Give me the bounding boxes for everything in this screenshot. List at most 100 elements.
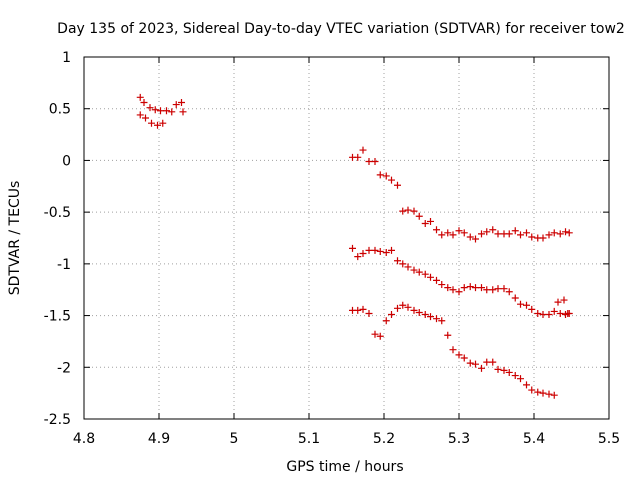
data-point (433, 276, 440, 284)
data-point (539, 234, 547, 242)
series-3 (349, 296, 572, 399)
data-point (478, 230, 485, 238)
data-point (466, 359, 474, 367)
data-point (388, 246, 395, 254)
data-point (359, 146, 367, 154)
data-point (159, 119, 167, 127)
x-axis-label: GPS time / hours (286, 459, 403, 475)
data-point (399, 301, 407, 309)
y-tick-label: -2.5 (44, 412, 71, 428)
data-point (444, 331, 452, 339)
data-point (382, 172, 390, 180)
data-point (376, 171, 384, 179)
data-point (438, 281, 446, 289)
data-point (172, 101, 180, 109)
data-point (427, 217, 434, 225)
data-point (421, 270, 429, 278)
data-point (455, 288, 463, 296)
series-1 (136, 93, 573, 243)
data-point (539, 311, 547, 319)
data-point (438, 317, 446, 325)
data-point (415, 212, 423, 220)
data-point (404, 303, 412, 311)
y-tick-label: 0 (62, 153, 71, 169)
data-point (365, 157, 373, 165)
data-point (483, 286, 491, 294)
data-point (489, 226, 497, 234)
data-point (394, 257, 401, 265)
data-point (427, 273, 434, 281)
data-point (523, 229, 530, 237)
data-point (354, 306, 362, 314)
data-point (517, 300, 524, 308)
data-point (136, 111, 144, 119)
x-tick-label: 4.8 (73, 431, 95, 447)
y-tick-label: 1 (62, 50, 71, 66)
data-point (545, 231, 553, 239)
data-point (179, 108, 187, 116)
data-point (433, 315, 440, 323)
data-point (371, 157, 379, 165)
data-point (146, 104, 154, 112)
data-point (142, 114, 149, 122)
data-point (489, 286, 497, 294)
data-point (554, 298, 562, 306)
data-point (556, 230, 564, 238)
data-point (455, 227, 463, 235)
data-point (494, 365, 502, 373)
x-tick-label: 5.3 (448, 431, 470, 447)
data-point (460, 229, 468, 237)
data-point (550, 229, 558, 237)
data-point (564, 310, 572, 318)
y-axis: 1 0.5 0 -0.5 -1 -1.5 -2 -2.5 (44, 50, 609, 428)
x-tick-label: 5.2 (373, 431, 395, 447)
data-point (500, 285, 508, 293)
data-point (178, 99, 185, 107)
data-point (478, 364, 485, 372)
data-point (517, 231, 524, 239)
data-point (349, 244, 356, 252)
data-point (556, 310, 564, 318)
data-point (466, 283, 474, 291)
data-point (365, 246, 373, 254)
data-point (505, 288, 513, 296)
data-point (550, 307, 558, 315)
x-axis: 4.8 4.9 5 5.1 5.2 5.3 5.4 5.5 (73, 57, 620, 447)
x-tick-label: 5.4 (523, 431, 545, 447)
data-points (136, 93, 573, 399)
chart-title: Day 135 of 2023, Sidereal Day-to-day VTE… (57, 21, 625, 37)
data-point (421, 311, 429, 319)
data-point (511, 372, 519, 380)
data-point (365, 310, 373, 318)
data-point (562, 228, 569, 236)
data-point (460, 284, 468, 292)
data-point (354, 253, 362, 261)
data-point (376, 332, 384, 340)
data-point (148, 119, 155, 127)
y-tick-label: -1.5 (44, 309, 71, 325)
series-2 (136, 111, 573, 319)
data-point (545, 311, 553, 319)
data-point (376, 247, 384, 255)
data-point (354, 153, 362, 161)
x-tick-label: 5.5 (598, 431, 620, 447)
data-point (545, 390, 553, 398)
data-point (382, 317, 390, 325)
data-point (163, 107, 170, 115)
data-point (560, 296, 568, 304)
data-point (359, 250, 367, 258)
y-tick-label: -2 (57, 360, 71, 376)
data-point (410, 207, 418, 215)
data-point (404, 206, 412, 214)
data-point (466, 233, 474, 241)
data-point (517, 375, 524, 383)
data-point (410, 306, 418, 314)
x-tick-label: 5 (230, 431, 239, 447)
data-point (534, 310, 542, 318)
data-point (483, 358, 491, 366)
data-point (151, 106, 159, 114)
data-point (359, 305, 367, 313)
data-point (399, 260, 407, 268)
data-point (421, 220, 429, 228)
